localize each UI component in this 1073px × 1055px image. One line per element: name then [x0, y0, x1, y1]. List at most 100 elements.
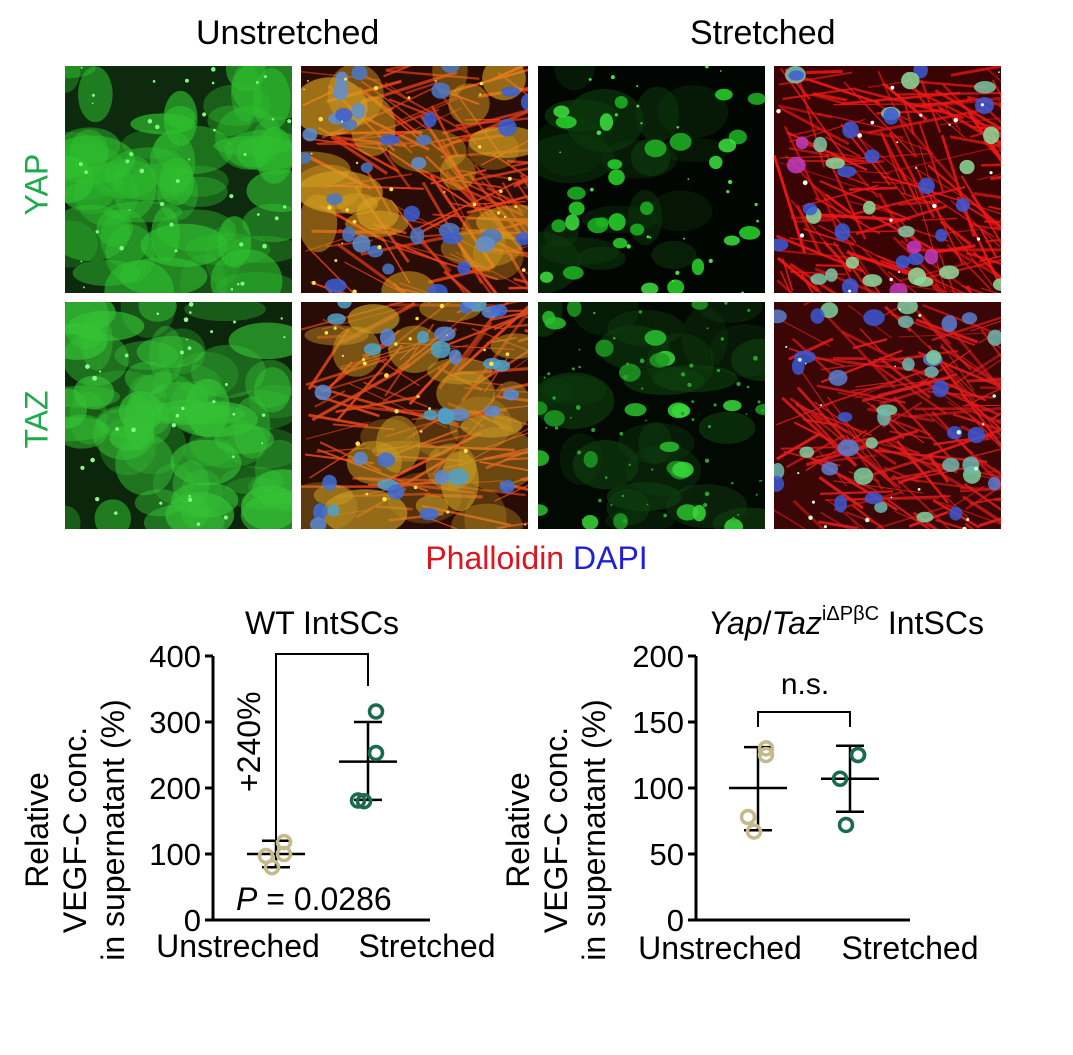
speckle [355, 441, 361, 447]
speckle [547, 372, 551, 376]
nucleus [327, 313, 346, 325]
speckle [604, 476, 608, 479]
actin-fiber [443, 158, 481, 206]
nucleus [607, 159, 623, 170]
nucleus [935, 228, 948, 242]
speckle [745, 413, 748, 416]
actin-fiber [970, 472, 1001, 482]
speckle [394, 409, 399, 414]
chart2-point-1-1 [849, 746, 867, 764]
nucleus [906, 240, 922, 254]
actin-fiber [889, 430, 934, 440]
cell-body [638, 421, 672, 465]
actin-fiber [496, 522, 528, 529]
nucleus [902, 357, 915, 371]
cell-body [169, 381, 218, 431]
nucleus [723, 235, 740, 246]
speckle [489, 361, 494, 367]
actin-fiber [989, 412, 1001, 421]
speckle [953, 117, 958, 123]
chart1-point-1-0 [367, 703, 385, 720]
nucleus [441, 66, 460, 74]
chart2-ytick-label-3: 150 [632, 705, 684, 740]
speckle [373, 85, 379, 91]
nucleus [691, 302, 708, 310]
actin-fiber [776, 279, 794, 293]
speckle [823, 525, 827, 529]
actin-fiber [489, 311, 528, 322]
actin-fiber [837, 391, 887, 404]
actin-fiber [483, 450, 528, 461]
nucleus [967, 426, 986, 444]
actin-fiber [921, 217, 958, 221]
chart1-xtick-label-unstreched: Unstreched [156, 928, 320, 964]
chart1-p-value: P = 0.0286 [236, 881, 392, 917]
speckle [318, 116, 324, 122]
actin-fiber [811, 93, 846, 105]
cell-body [439, 154, 476, 191]
speckle [211, 81, 215, 85]
speckle [256, 81, 259, 84]
speckle [808, 515, 813, 520]
actin-fiber [878, 386, 933, 406]
speckle [185, 78, 189, 83]
speckle [719, 70, 722, 72]
chart1-ytick-label-4: 400 [149, 639, 201, 674]
nucleus [794, 350, 816, 364]
actin-fiber [442, 177, 475, 236]
speckle [91, 102, 94, 105]
cell-body [172, 461, 210, 508]
actin-fiber [880, 146, 997, 175]
nucleus [379, 328, 396, 347]
nucleus [568, 201, 585, 216]
speckle [683, 237, 685, 240]
speckle [282, 205, 287, 209]
nucleus [614, 95, 628, 109]
speckle [271, 118, 275, 121]
speckle [443, 190, 446, 194]
micrograph-yap-stretched-green [538, 66, 765, 293]
speckle [479, 93, 482, 96]
chart2-ylabel-line-3: in supernatant (%) [576, 699, 612, 960]
speckle [415, 316, 419, 321]
speckle [626, 362, 630, 366]
nucleus [351, 102, 366, 120]
speckle [919, 113, 923, 117]
chart1-significance-bracket [275, 653, 369, 840]
actin-fiber [825, 314, 896, 389]
speckle [327, 205, 332, 210]
actin-fiber [515, 181, 528, 202]
speckle [622, 519, 627, 523]
actin-fiber [394, 241, 447, 266]
nucleus [562, 266, 584, 280]
speckle [524, 523, 527, 526]
actin-fiber [374, 236, 489, 270]
speckle [80, 260, 83, 263]
actin-fiber [959, 487, 1001, 493]
nucleus [313, 503, 328, 521]
actin-fiber [780, 68, 848, 162]
speckle [705, 66, 709, 69]
speckle [139, 168, 145, 174]
actin-fiber [982, 139, 1001, 162]
nucleus [565, 214, 580, 231]
speckle [428, 407, 432, 411]
speckle [671, 279, 675, 283]
nucleus [676, 504, 699, 521]
nucleus [483, 405, 501, 417]
nucleus [834, 494, 848, 513]
speckle [713, 403, 717, 407]
speckle [731, 482, 734, 485]
actin-fiber [823, 240, 853, 273]
nucleus [799, 446, 815, 458]
speckle [340, 120, 344, 123]
speckle [753, 355, 758, 361]
cell-body [230, 66, 262, 123]
chart2-point-1-2 [831, 770, 849, 788]
nucleus [820, 302, 839, 319]
actin-fiber [307, 246, 355, 293]
speckle [287, 119, 292, 124]
speckle [898, 308, 901, 311]
nucleus [863, 200, 876, 215]
actin-fiber [898, 470, 931, 485]
